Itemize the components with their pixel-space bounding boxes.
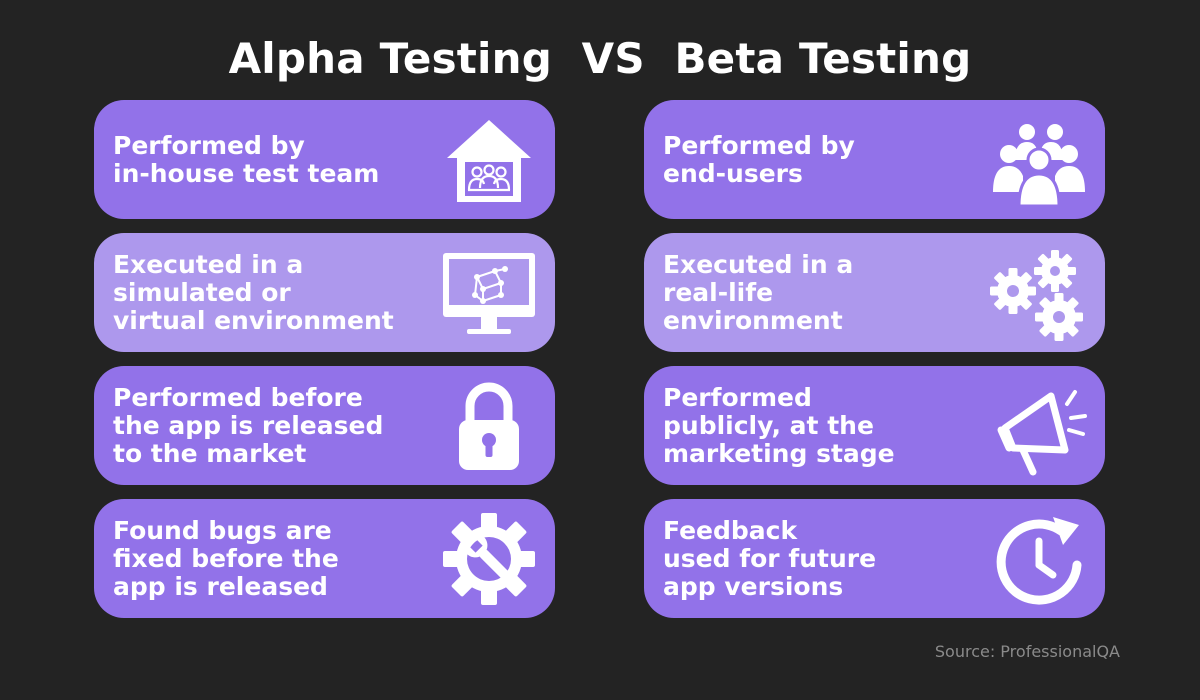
padlock-icon (439, 376, 539, 476)
card-line: Feedback (663, 515, 798, 545)
card-text: Feedback used for future app versions (663, 515, 993, 601)
megaphone-icon (989, 376, 1089, 476)
card-line: simulated or (113, 277, 291, 307)
card-line: end-users (663, 158, 803, 188)
card-line: Performed (663, 382, 812, 412)
card-text: Performed by in-house test team (113, 130, 443, 188)
beta-card-performer: Performed by end-users (644, 100, 1105, 219)
alpha-card-bugs: Found bugs are fixed before the app is r… (94, 499, 555, 618)
card-line: app is released (113, 571, 328, 601)
card-line: environment (663, 305, 843, 335)
card-line: the app is released (113, 410, 384, 440)
clock-refresh-icon (989, 509, 1089, 609)
card-line: Performed by (663, 130, 855, 160)
card-text: Found bugs are fixed before the app is r… (113, 515, 443, 601)
card-text: Executed in a simulated or virtual envir… (113, 249, 443, 335)
alpha-card-environment: Executed in a simulated or virtual envir… (94, 233, 555, 352)
house-team-icon (439, 110, 539, 210)
monitor-cube-icon (439, 243, 539, 343)
card-line: in-house test team (113, 158, 380, 188)
page-title: Alpha Testing VS Beta Testing (228, 34, 972, 83)
alpha-card-timing: Performed before the app is released to … (94, 366, 555, 485)
card-line: marketing stage (663, 438, 895, 468)
users-group-icon (989, 110, 1089, 210)
beta-card-timing: Performed publicly, at the marketing sta… (644, 366, 1105, 485)
card-line: publicly, at the (663, 410, 874, 440)
card-line: real-life (663, 277, 774, 307)
card-line: Executed in a (663, 249, 854, 279)
gear-wrench-icon (439, 509, 539, 609)
card-line: virtual environment (113, 305, 394, 335)
beta-card-environment: Executed in a real-life environment (644, 233, 1105, 352)
card-line: Performed before (113, 382, 363, 412)
card-line: Performed by (113, 130, 305, 160)
card-text: Performed by end-users (663, 130, 993, 188)
alpha-card-performer: Performed by in-house test team (94, 100, 555, 219)
card-text: Executed in a real-life environment (663, 249, 993, 335)
card-line: app versions (663, 571, 844, 601)
card-line: fixed before the (113, 543, 339, 573)
card-line: used for future (663, 543, 877, 573)
source-caption: Source: ProfessionalQA (934, 642, 1120, 661)
card-line: to the market (113, 438, 307, 468)
beta-card-feedback: Feedback used for future app versions (644, 499, 1105, 618)
card-text: Performed before the app is released to … (113, 382, 443, 468)
gears-icon (989, 243, 1089, 343)
card-line: Found bugs are (113, 515, 332, 545)
card-line: Executed in a (113, 249, 304, 279)
card-text: Performed publicly, at the marketing sta… (663, 382, 993, 468)
